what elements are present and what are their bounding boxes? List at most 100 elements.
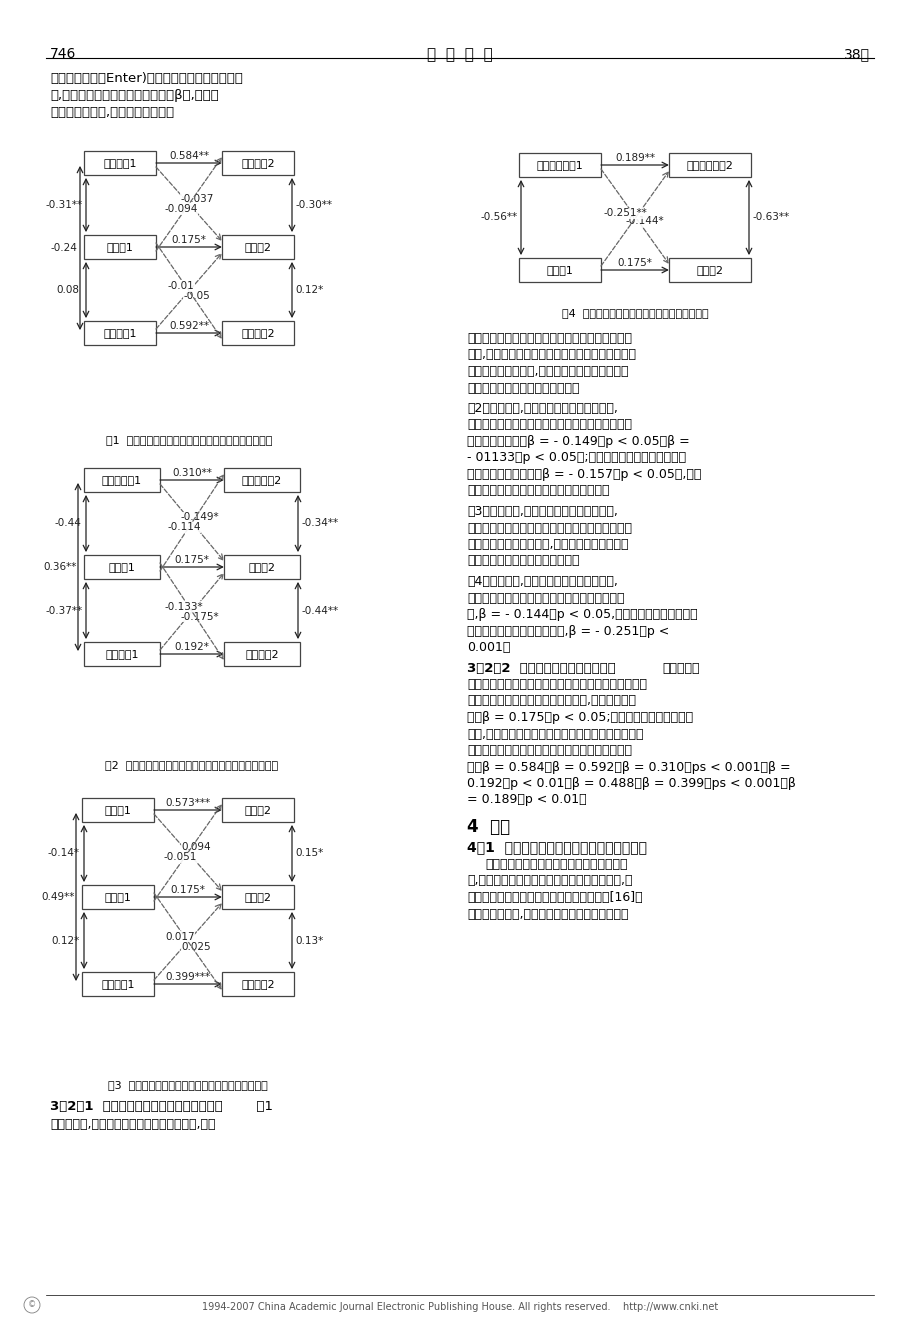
Text: 图3  受欺负、消极退缩与孤独感的交叉滞后回归分析: 图3 受欺负、消极退缩与孤独感的交叉滞后回归分析	[108, 1080, 267, 1089]
Text: 0.12*: 0.12*	[51, 935, 80, 946]
Text: 前测的互选朋友数和友谊质量分别能够显著负向预: 前测的互选朋友数和友谊质量分别能够显著负向预	[467, 418, 631, 431]
Text: 消极提名1: 消极提名1	[103, 328, 137, 338]
FancyBboxPatch shape	[223, 555, 300, 579]
Text: 0.08: 0.08	[56, 285, 79, 295]
Text: 本研究结果表明,即使在控制了前测的孤独感和其: 本研究结果表明,即使在控制了前测的孤独感和其	[467, 907, 628, 921]
Text: 0.192，p < 0.01；β = 0.488，β = 0.399，ps < 0.001；β: 0.192，p < 0.01；β = 0.488，β = 0.399，ps < …	[467, 777, 795, 790]
Text: 0.175*: 0.175*	[170, 885, 205, 896]
FancyBboxPatch shape	[84, 321, 156, 346]
Text: -0.149*: -0.149*	[180, 513, 219, 522]
Text: 0.175*: 0.175*	[175, 555, 210, 565]
Text: 受欺负1: 受欺负1	[105, 805, 131, 815]
Text: -0.175*: -0.175*	[180, 612, 219, 621]
Text: 孤独感1: 孤独感1	[107, 241, 133, 252]
Text: 0.175*: 0.175*	[617, 259, 652, 268]
Text: 图4  社交自我知觉与孤独感的交叉滞后回归分析: 图4 社交自我知觉与孤独感的交叉滞后回归分析	[562, 309, 708, 318]
Text: -0.01: -0.01	[167, 281, 194, 291]
Text: -0.14*: -0.14*	[48, 848, 80, 859]
Text: -0.63**: -0.63**	[752, 212, 789, 223]
Text: 感,β = - 0.144，p < 0.05,而前测的孤独感也能显著: 感,β = - 0.144，p < 0.05,而前测的孤独感也能显著	[467, 608, 697, 621]
FancyBboxPatch shape	[221, 235, 294, 259]
Text: 预测后测的积极提名和消极提名。: 预测后测的积极提名和消极提名。	[467, 381, 579, 394]
Text: 后测的互选朋友数则没有显著的预测意义。: 后测的互选朋友数则没有显著的预测意义。	[467, 484, 609, 497]
FancyBboxPatch shape	[518, 153, 600, 177]
FancyBboxPatch shape	[668, 259, 750, 282]
Text: 孤独感2: 孤独感2	[244, 241, 271, 252]
FancyBboxPatch shape	[82, 972, 153, 996]
Text: 孤独感1: 孤独感1	[105, 892, 131, 902]
FancyBboxPatch shape	[84, 555, 160, 579]
FancyBboxPatch shape	[668, 153, 750, 177]
Text: 孤独感2: 孤独感2	[244, 892, 271, 902]
Text: 1994-2007 China Academic Journal Electronic Publishing House. All rights reserve: 1994-2007 China Academic Journal Electro…	[201, 1302, 718, 1312]
Text: 没有显著的预测效应,而前测的孤独感也不能显著: 没有显著的预测效应,而前测的孤独感也不能显著	[467, 365, 628, 379]
Text: 用全部纳入法（Enter)进行分层回归获得的分析结: 用全部纳入法（Enter)进行分层回归获得的分析结	[50, 73, 243, 84]
Text: 量后,积极提名、消极提名、互选朋友数、友谊质量、: 量后,积极提名、消极提名、互选朋友数、友谊质量、	[467, 728, 642, 740]
Text: 个児童的同伴关系质量会影响后期适应结果[16]。: 个児童的同伴关系质量会影响后期适应结果[16]。	[467, 892, 642, 904]
Text: 孤独感2: 孤独感2	[696, 265, 722, 274]
Text: 0.36**: 0.36**	[43, 562, 76, 572]
Text: -0.144*: -0.144*	[625, 216, 664, 227]
Text: - 01133，p < 0.05）;前测的孤独感对后测的友谊质: - 01133，p < 0.05）;前测的孤独感对后测的友谊质	[467, 451, 686, 464]
Text: ©: ©	[28, 1301, 36, 1310]
Text: 的积极提名、消极提名与孤独感的交叉滞后效应不: 的积极提名、消极提名与孤独感的交叉滞后效应不	[467, 332, 631, 346]
FancyBboxPatch shape	[518, 259, 600, 282]
Text: 心  理  学  报: 心 理 学 报	[426, 47, 493, 62]
Text: -0.44**: -0.44**	[301, 605, 338, 616]
Text: 746: 746	[50, 47, 76, 61]
Text: 前测的受同伴欺负分数、消极退缩得分对后测的孤: 前测的受同伴欺负分数、消极退缩得分对后测的孤	[467, 521, 631, 534]
Text: 前测的社交自我知觉能显著负向预测后测的孤独: 前测的社交自我知觉能显著负向预测后测的孤独	[467, 591, 624, 604]
Text: 消极退缩1: 消极退缩1	[101, 979, 134, 989]
Text: 0.189**: 0.189**	[614, 153, 654, 164]
Text: 早期同伴关系和后期适应的因果理论模型认: 早期同伴关系和后期适应的因果理论模型认	[484, 857, 627, 871]
FancyBboxPatch shape	[221, 798, 294, 822]
Text: 图1: 图1	[248, 1100, 273, 1113]
Text: 消极退缩2: 消极退缩2	[241, 979, 275, 989]
Text: 0.399***: 0.399***	[165, 972, 210, 983]
Text: 0.025: 0.025	[181, 942, 210, 951]
Text: 果,线旁的数据为标准化偏回归系数β值,实线表: 果,线旁的数据为标准化偏回归系数β值,实线表	[50, 88, 219, 102]
FancyBboxPatch shape	[221, 150, 294, 175]
Text: 0.017: 0.017	[165, 931, 195, 942]
Text: 积极提名1: 积极提名1	[103, 158, 137, 168]
Text: 4  讨论: 4 讨论	[467, 818, 509, 836]
Text: -0.133*: -0.133*	[165, 601, 203, 612]
Text: 测的积极提名、消极提名、友谊质量、互选朋友数、同: 测的积极提名、消极提名、友谊质量、互选朋友数、同	[467, 678, 646, 691]
Text: -0.094: -0.094	[165, 204, 198, 214]
Text: 伴欺负、消极退缩和社交自我知觉后,孤独感的稳定: 伴欺负、消极退缩和社交自我知觉后,孤独感的稳定	[467, 695, 635, 707]
Text: 消极提名2: 消极提名2	[241, 328, 275, 338]
Text: 0.094: 0.094	[181, 843, 210, 852]
Text: -0.37**: -0.37**	[45, 605, 83, 616]
FancyBboxPatch shape	[223, 642, 300, 666]
Text: -0.31**: -0.31**	[45, 200, 83, 210]
Text: 友谊质量1: 友谊质量1	[105, 649, 139, 660]
Text: -0.251**: -0.251**	[603, 208, 646, 219]
Text: 量也有显著的负效应（β = - 0.157，p < 0.05）,而对: 量也有显著的负效应（β = - 0.157，p < 0.05）,而对	[467, 468, 700, 481]
Text: 3．2．2  同伴交往与孤独感的稳定性: 3．2．2 同伴交往与孤独感的稳定性	[467, 662, 615, 674]
Text: 孤独感1: 孤独感1	[108, 562, 135, 572]
Text: 显著预测后测的受同伴欺负分数。: 显著预测后测的受同伴欺负分数。	[467, 554, 579, 567]
Text: 测后测的孤独感（β = - 0.149，p < 0.05；β =: 测后测的孤独感（β = - 0.149，p < 0.05；β =	[467, 435, 689, 448]
Text: 图3的数据显示,在控制了前测的其它变量后,: 图3的数据显示,在控制了前测的其它变量后,	[467, 505, 618, 518]
Text: 互选朋友数1: 互选朋友数1	[102, 475, 142, 485]
Text: -0.30**: -0.30**	[295, 200, 332, 210]
Text: 负向预测后测的社交自我知觉,β = - 0.251，p <: 负向预测后测的社交自我知觉,β = - 0.251，p <	[467, 624, 668, 637]
Text: 图2的数据显示,在控制了前测的其它变量后,: 图2的数据显示,在控制了前测的其它变量后,	[467, 402, 618, 415]
Text: 4．1  児童同伴交往与孤独感之间的相互影响: 4．1 児童同伴交往与孤独感之间的相互影响	[467, 840, 646, 853]
Text: 0.192*: 0.192*	[175, 642, 210, 652]
Text: 0.584**: 0.584**	[169, 150, 209, 161]
Text: 互选朋友数2: 互选朋友数2	[242, 475, 282, 485]
FancyBboxPatch shape	[82, 798, 153, 822]
Text: 0.001。: 0.001。	[467, 641, 510, 654]
FancyBboxPatch shape	[221, 885, 294, 909]
Text: 0.175*: 0.175*	[171, 235, 206, 245]
Text: 0.49**: 0.49**	[41, 892, 74, 902]
FancyBboxPatch shape	[221, 321, 294, 346]
Text: 孤独感2: 孤独感2	[248, 562, 275, 572]
Text: = 0.189，p < 0.01。: = 0.189，p < 0.01。	[467, 794, 586, 806]
Text: 在控制了前: 在控制了前	[662, 662, 698, 674]
FancyBboxPatch shape	[84, 468, 160, 492]
Text: -0.56**: -0.56**	[480, 212, 517, 223]
FancyBboxPatch shape	[84, 642, 160, 666]
Text: -0.44: -0.44	[54, 518, 82, 529]
